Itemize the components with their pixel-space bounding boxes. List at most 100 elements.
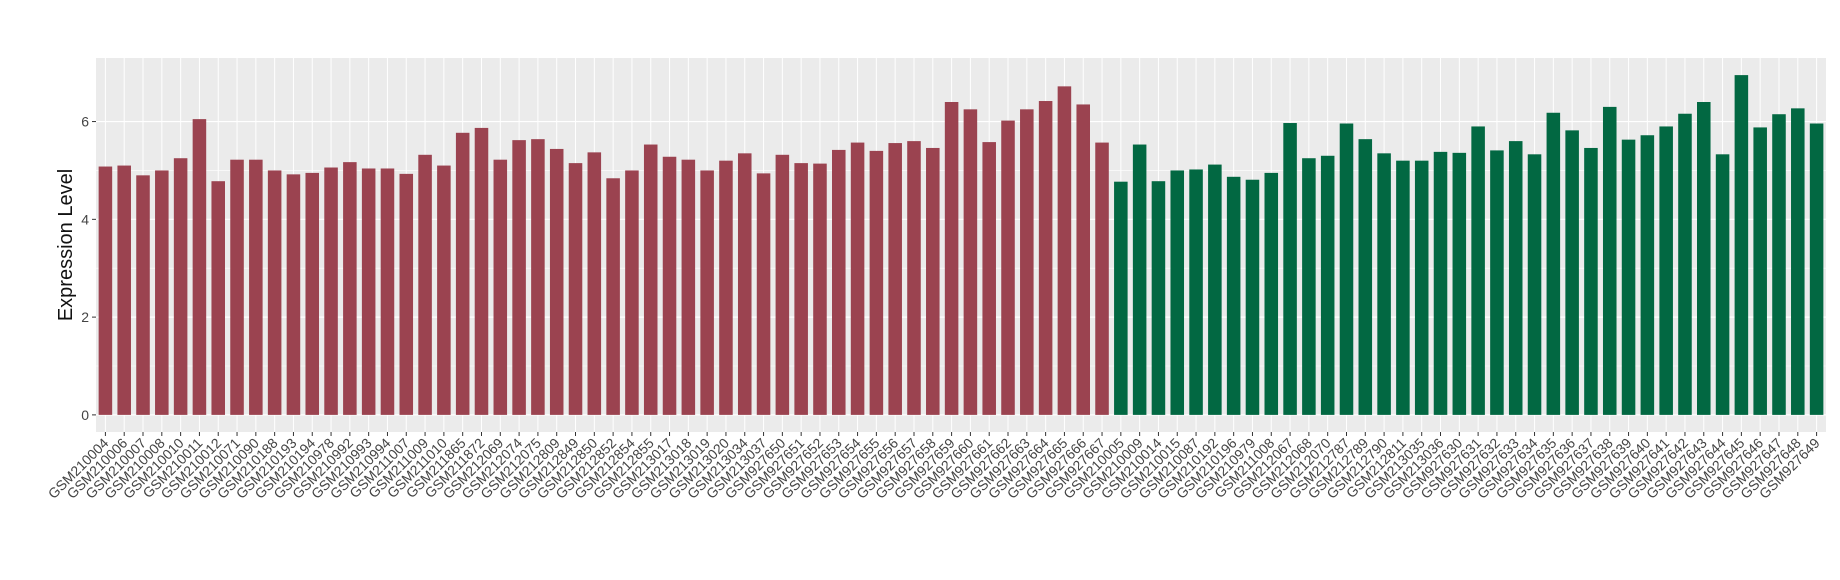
bar: [813, 163, 827, 415]
bar: [963, 109, 978, 415]
bar: [1621, 139, 1636, 415]
bar: [1076, 104, 1090, 415]
bar: [737, 153, 752, 415]
bar: [1414, 160, 1429, 415]
bar: [549, 148, 564, 415]
bar: [907, 141, 921, 415]
bar: [1038, 101, 1053, 415]
y-tick-label: 4: [81, 211, 89, 227]
bar: [1339, 123, 1354, 415]
bar: [926, 147, 940, 415]
bar: [1565, 130, 1579, 415]
bar: [625, 170, 639, 415]
y-tick-label: 6: [81, 114, 89, 130]
bar: [775, 154, 790, 415]
bar: [1753, 127, 1767, 415]
bar: [493, 159, 508, 415]
bar: [531, 139, 545, 415]
bar: [1527, 154, 1542, 415]
bar: [681, 159, 696, 415]
bar: [700, 170, 714, 415]
y-tick-label: 0: [81, 407, 89, 423]
bar: [756, 173, 771, 415]
bar: [155, 170, 169, 415]
bar: [399, 173, 414, 415]
bar: [606, 178, 620, 415]
bar: [1452, 152, 1467, 415]
bar: [1734, 75, 1749, 415]
bar: [1320, 155, 1335, 415]
bar: [136, 175, 150, 415]
bar: [1809, 123, 1824, 415]
bar: [1020, 109, 1034, 415]
bar: [1132, 144, 1147, 415]
bar: [230, 159, 244, 415]
bar: [305, 172, 320, 415]
bar: [192, 119, 207, 415]
bar: [850, 142, 865, 415]
bar: [1396, 160, 1410, 415]
bar: [418, 154, 432, 415]
bar: [117, 165, 131, 415]
bar: [1377, 153, 1391, 415]
bar: [286, 174, 301, 415]
bar: [944, 102, 959, 415]
bar: [1433, 151, 1448, 415]
bar: [361, 168, 376, 415]
bar: [512, 140, 526, 415]
bar: [587, 152, 602, 415]
bar: [1715, 154, 1730, 415]
y-axis-title: Expression Level: [55, 169, 77, 321]
bar: [437, 165, 451, 415]
bar: [1471, 126, 1485, 415]
bar: [1640, 135, 1655, 415]
bar: [1245, 179, 1260, 415]
bar: [267, 170, 282, 415]
bar: [324, 167, 338, 415]
bar: [643, 144, 658, 415]
bar: [888, 143, 902, 415]
bar: [1095, 142, 1109, 415]
bar: [1584, 147, 1598, 415]
bar: [474, 127, 489, 415]
bar: [455, 132, 470, 415]
bar: [1057, 86, 1072, 415]
bar: [662, 156, 677, 415]
bar: [1602, 106, 1617, 415]
y-tick-label: 2: [81, 309, 89, 325]
bar: [1678, 113, 1692, 415]
bar: [1358, 139, 1373, 415]
bar: [1001, 120, 1015, 415]
bar: [1659, 126, 1673, 415]
bar: [1208, 164, 1222, 415]
bar: [211, 181, 225, 415]
bar: [173, 158, 188, 415]
bar: [568, 163, 583, 415]
x-axis: GSM210004GSM210006GSM210007GSM210008GSM2…: [45, 432, 1823, 502]
bar: [1772, 114, 1786, 415]
bar: [1151, 181, 1166, 415]
bar: [98, 166, 113, 415]
bar: [380, 168, 395, 415]
bars: [98, 75, 1824, 415]
bar: [1302, 158, 1316, 415]
bar: [982, 142, 996, 415]
bar: [249, 159, 263, 415]
bar: [1508, 141, 1523, 415]
bar: [719, 160, 733, 415]
bar: [1697, 102, 1711, 415]
y-axis: 0 2 4 6: [81, 114, 96, 423]
bar: [794, 163, 808, 415]
bar: [1189, 169, 1203, 415]
bar: [1546, 112, 1561, 415]
bar: [1791, 108, 1805, 415]
bar: [1283, 123, 1297, 415]
bar: [1170, 170, 1185, 415]
bar: [869, 150, 884, 415]
bar: [1114, 181, 1128, 415]
bar: [1226, 176, 1241, 415]
bar: [832, 149, 846, 415]
bar: [1264, 172, 1279, 415]
bar: [1490, 150, 1504, 415]
